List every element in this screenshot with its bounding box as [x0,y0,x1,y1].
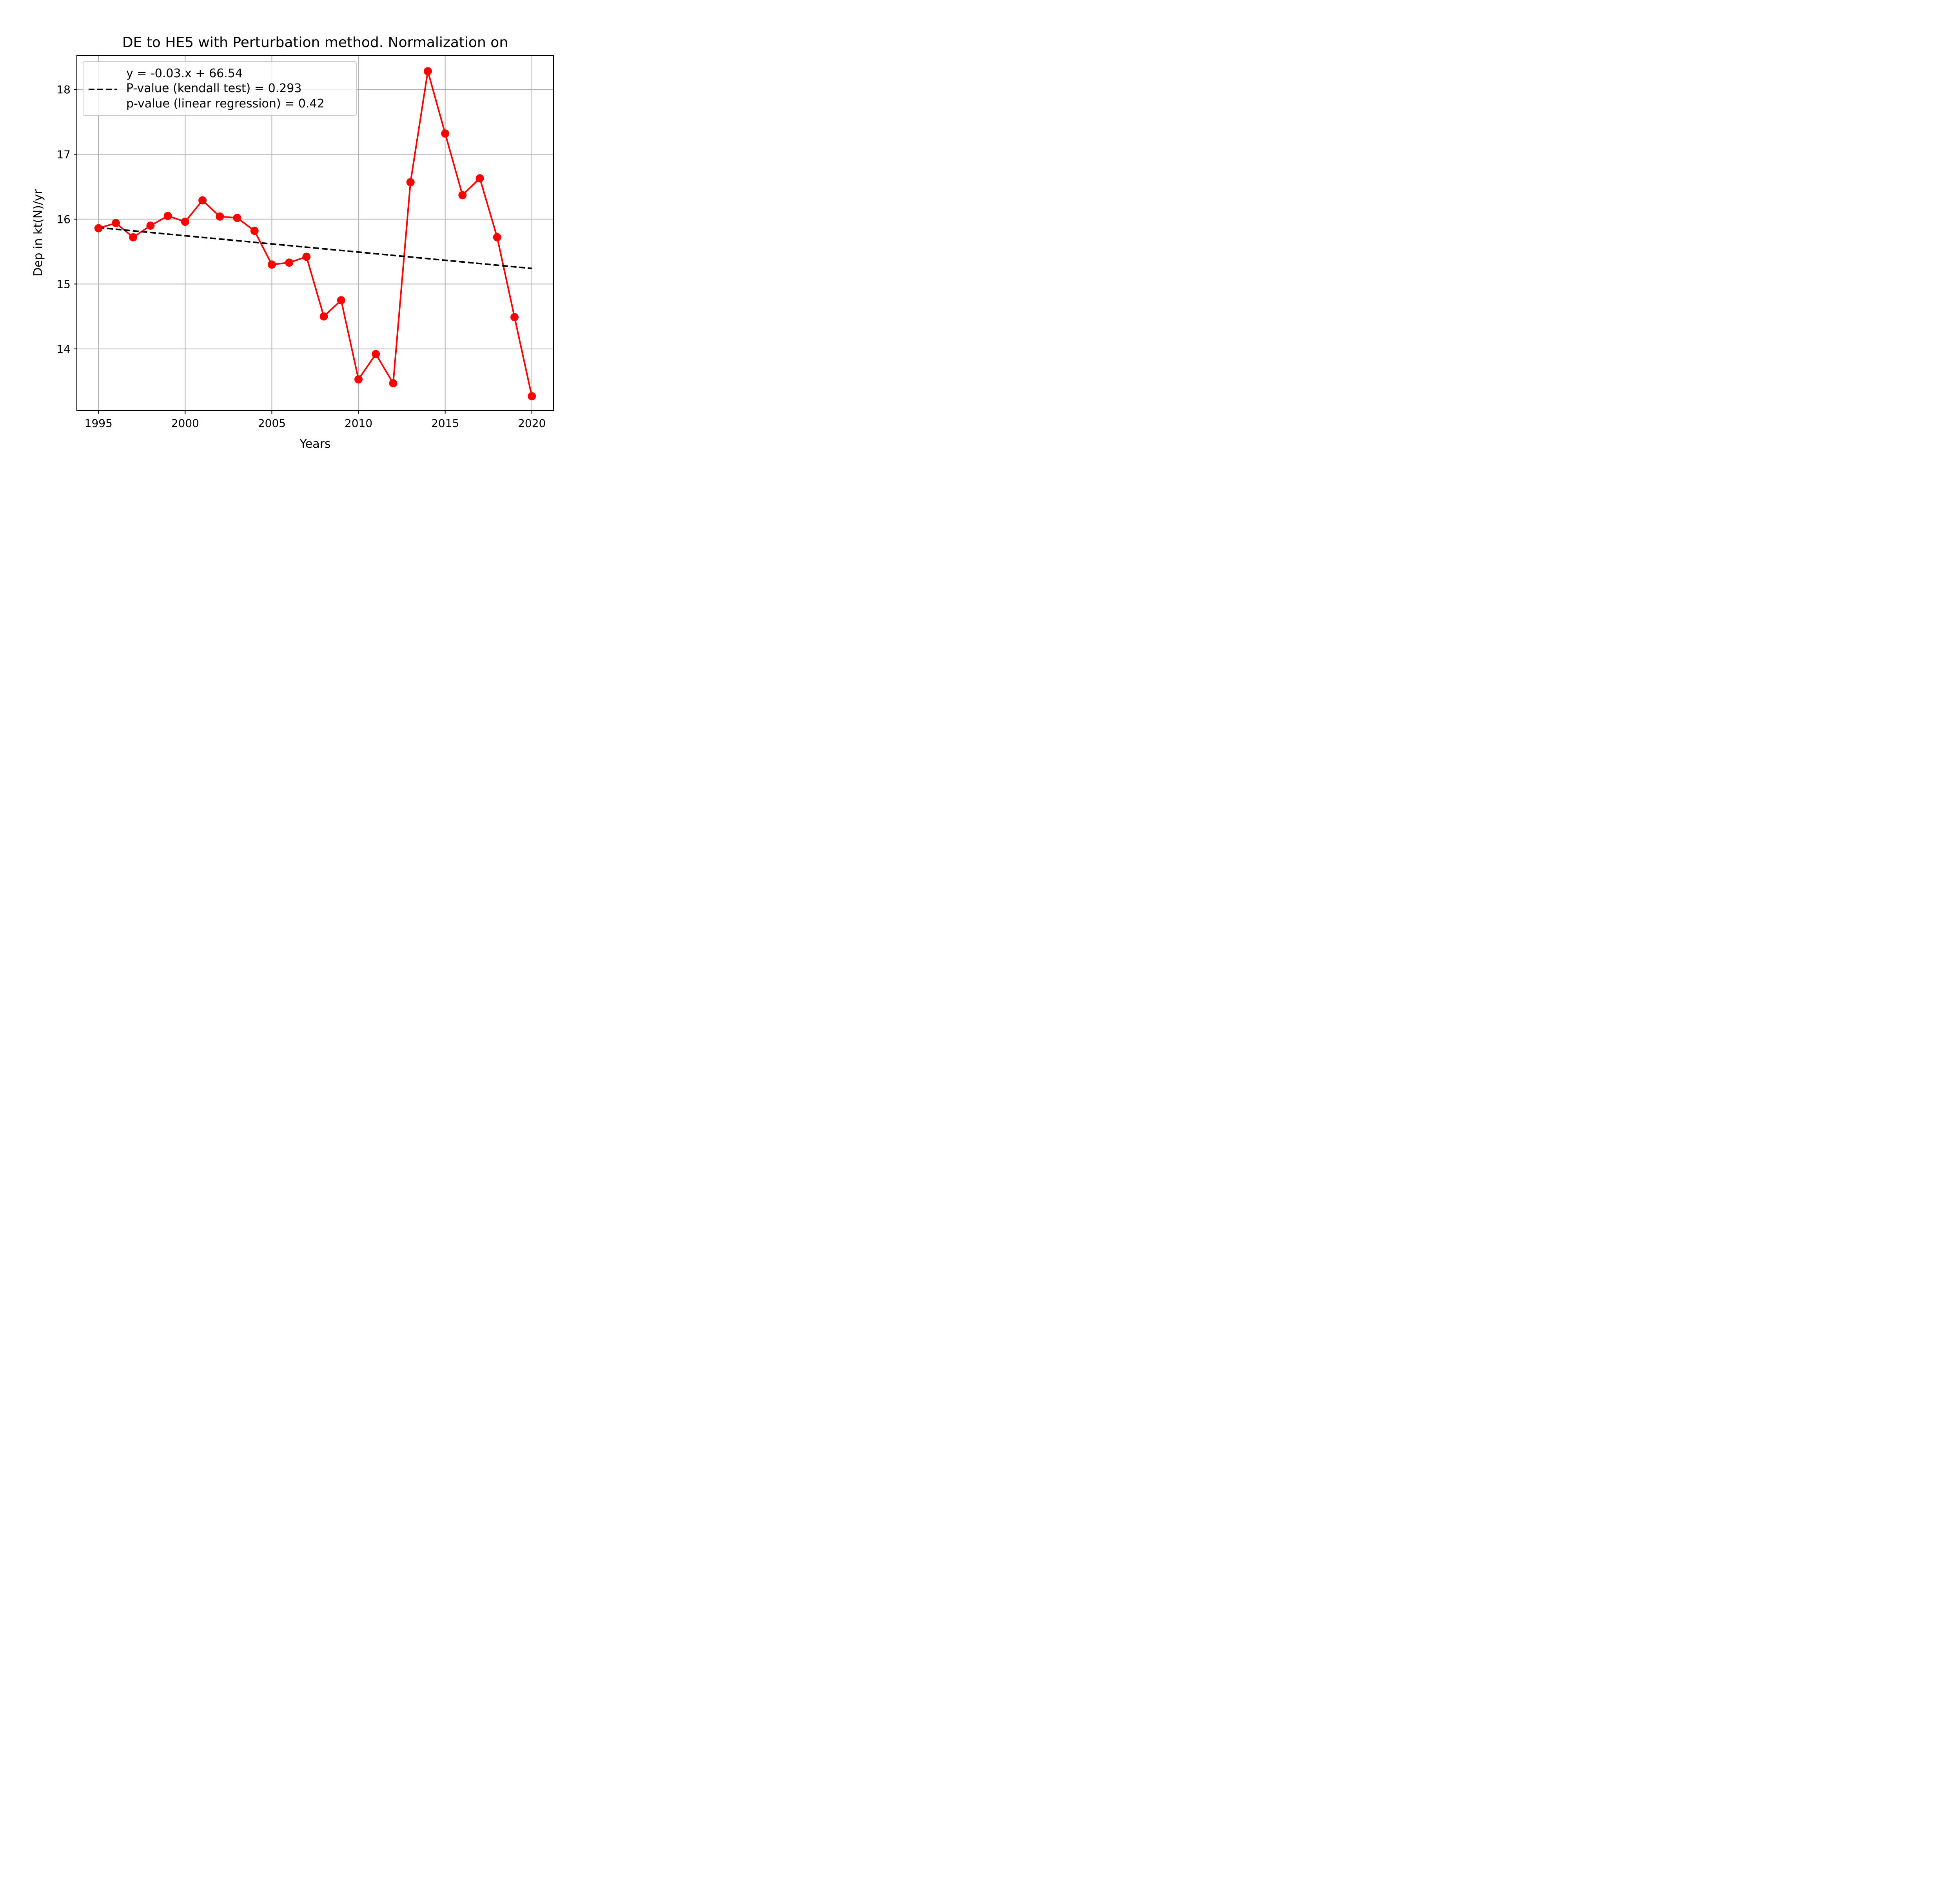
data-point [528,392,536,401]
data-point [372,350,380,358]
data-point [441,129,450,138]
data-point [493,233,501,242]
x-tick-label: 2000 [171,417,199,430]
data-point [181,218,189,226]
data-point [163,212,172,220]
data-point [319,312,328,321]
ticks: 1995 2000 2005 2010 2015 2020 14 15 16 17 18 [56,83,546,430]
series-layer [94,67,536,401]
y-tick-label: 16 [56,213,71,226]
y-tick-label: 17 [56,148,71,161]
x-tick-label: 2015 [431,417,459,430]
data-point [146,221,155,230]
chart-title: DE to HE5 with Perturbation method. Norm… [122,35,508,51]
data-point [94,224,103,233]
data-point [198,196,207,205]
legend-line-kendall: P-value (kendall test) = 0.293 [126,82,301,95]
x-tick-label: 2010 [345,417,372,430]
data-point [337,296,345,305]
data-point [129,233,138,242]
x-tick-label: 1995 [85,417,113,430]
y-axis-label: Dep in kt(N)/yr [31,189,45,276]
data-point [458,191,467,200]
legend-line-regression: p-value (linear regression) = 0.42 [126,97,325,111]
data-point [510,313,519,322]
x-tick-label: 2020 [518,417,546,430]
y-tick-label: 14 [56,343,71,356]
data-point [475,174,484,183]
data-point [111,219,120,227]
legend-line-equation: y = -0.03.x + 66.54 [126,67,243,80]
plot-frame [76,55,554,411]
data-point [267,260,276,269]
y-tick-label: 18 [56,83,71,96]
legend: y = -0.03.x + 66.54 P-value (kendall tes… [83,61,357,116]
x-tick-label: 2005 [258,417,286,430]
x-axis-label: Years [299,437,330,451]
y-tick-label: 15 [56,278,71,291]
data-point [285,258,294,267]
data-point [302,253,311,261]
data-point [250,227,259,235]
chart: DE to HE5 with Perturbation method. Norm… [0,0,615,461]
data-point [423,67,432,76]
legend-box [83,61,357,116]
trend-line [98,227,532,269]
data-point [216,212,224,221]
data-point [406,178,415,187]
data-point [233,214,241,222]
data-point [389,379,397,388]
data-point [354,375,363,384]
